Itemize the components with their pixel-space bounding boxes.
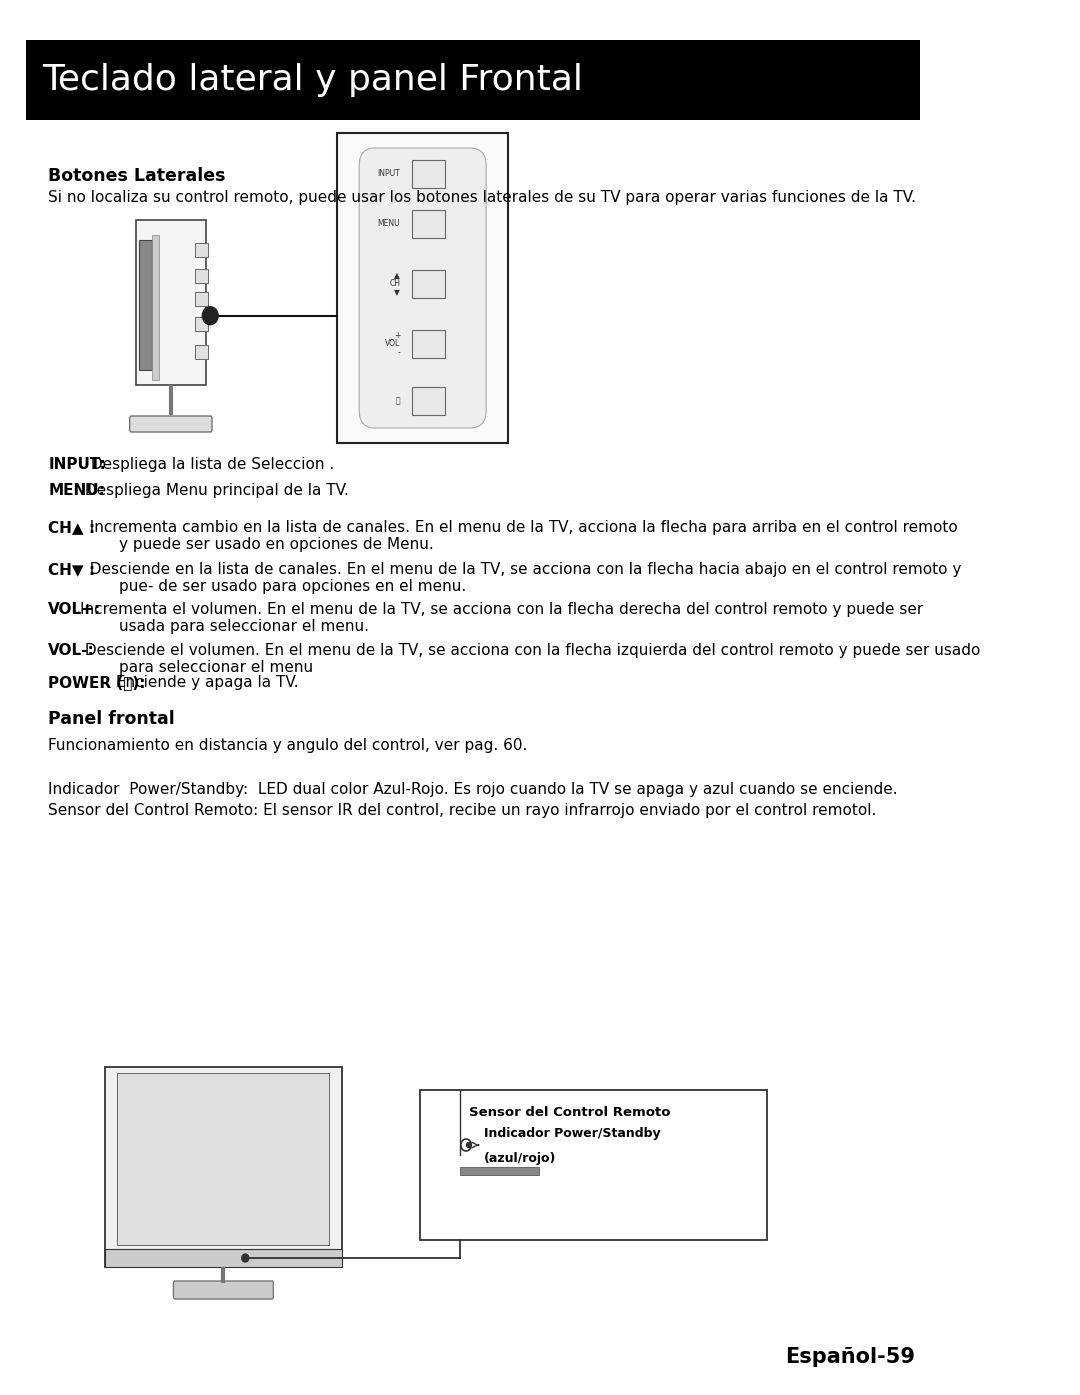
Text: INPUT:: INPUT: [49, 458, 106, 472]
Bar [411, 211, 445, 239]
Text: Español-59: Español-59 [785, 1348, 916, 1367]
Text: MENU: MENU [378, 219, 401, 229]
Bar [26, 40, 920, 120]
Text: CH▼ :: CH▼ : [49, 562, 95, 578]
Text: Desciende en la lista de canales. En el menu de la TV, se acciona con la flecha : Desciende en la lista de canales. En el … [80, 562, 961, 594]
Text: Despliega Menu principal de la TV.: Despliega Menu principal de la TV. [80, 483, 349, 498]
FancyBboxPatch shape [174, 1281, 273, 1299]
Text: CH▲ :: CH▲ : [49, 520, 95, 536]
Text: VOL: VOL [386, 339, 401, 349]
Text: Incrementa el volumen. En el menu de la TV, se acciona con la flecha derecha del: Incrementa el volumen. En el menu de la … [80, 603, 923, 635]
Bar [118, 1073, 329, 1244]
Text: Funcionamiento en distancia y angulo del control, ver pag. 60.: Funcionamiento en distancia y angulo del… [49, 738, 527, 753]
Bar [152, 234, 160, 379]
Bar [195, 243, 207, 257]
Bar [411, 331, 445, 359]
Text: ⏻: ⏻ [395, 396, 401, 406]
Bar [411, 160, 445, 188]
Text: Panel frontal: Panel frontal [49, 710, 175, 728]
Text: Sensor del Control Remoto: El sensor IR del control, recibe un rayo infrarrojo e: Sensor del Control Remoto: El sensor IR … [49, 804, 877, 817]
Text: INPUT: INPUT [378, 170, 401, 179]
Text: Sensor del Control Remoto: Sensor del Control Remoto [469, 1105, 671, 1119]
Text: Desciende el volumen. En el menu de la TV, se acciona con la flecha izquierda de: Desciende el volumen. En el menu de la T… [80, 643, 980, 675]
Bar [411, 386, 445, 414]
Bar [411, 271, 445, 299]
Bar [105, 1067, 341, 1267]
Text: Enciende y apaga la TV.: Enciende y apaga la TV. [111, 675, 299, 691]
FancyBboxPatch shape [130, 416, 212, 432]
Bar [420, 1089, 767, 1240]
Circle shape [202, 307, 218, 325]
Text: (azul/rojo): (azul/rojo) [484, 1152, 556, 1165]
Bar [136, 220, 206, 385]
Text: CH: CH [390, 279, 401, 289]
Bar [195, 317, 207, 331]
Text: Indicador Power/Standby: Indicador Power/Standby [484, 1127, 660, 1140]
Circle shape [467, 1143, 471, 1148]
Text: ▼: ▼ [394, 287, 401, 297]
Text: VOL-:: VOL-: [49, 643, 95, 658]
Bar [460, 1168, 539, 1175]
Text: Si no localiza su control remoto, puede usar los botones laterales de su TV para: Si no localiza su control remoto, puede … [49, 190, 916, 205]
Text: Incrementa cambio en la lista de canales. En el menu de la TV, acciona la flecha: Incrementa cambio en la lista de canales… [80, 520, 958, 552]
Text: Indicador  Power/Standby:  LED dual color Azul-Rojo. Es rojo cuando la TV se apa: Indicador Power/Standby: LED dual color … [49, 783, 897, 797]
Bar [105, 1249, 341, 1267]
Text: VOL+:: VOL+: [49, 603, 102, 617]
Text: +: + [394, 331, 401, 340]
Bar [139, 240, 152, 370]
Text: MENU:: MENU: [49, 483, 105, 498]
Text: ▲: ▲ [394, 271, 401, 280]
Text: POWER (⏻):: POWER (⏻): [49, 675, 146, 691]
Bar [195, 292, 207, 306]
Text: Teclado lateral y panel Frontal: Teclado lateral y panel Frontal [42, 63, 583, 98]
Text: Botones Laterales: Botones Laterales [49, 167, 226, 186]
FancyBboxPatch shape [360, 148, 486, 428]
Text: Despliega la lista de Seleccion .: Despliega la lista de Seleccion . [86, 458, 335, 472]
Bar [337, 133, 508, 444]
Bar [195, 345, 207, 359]
Bar [195, 269, 207, 283]
Text: -: - [397, 347, 401, 357]
Circle shape [242, 1254, 248, 1262]
